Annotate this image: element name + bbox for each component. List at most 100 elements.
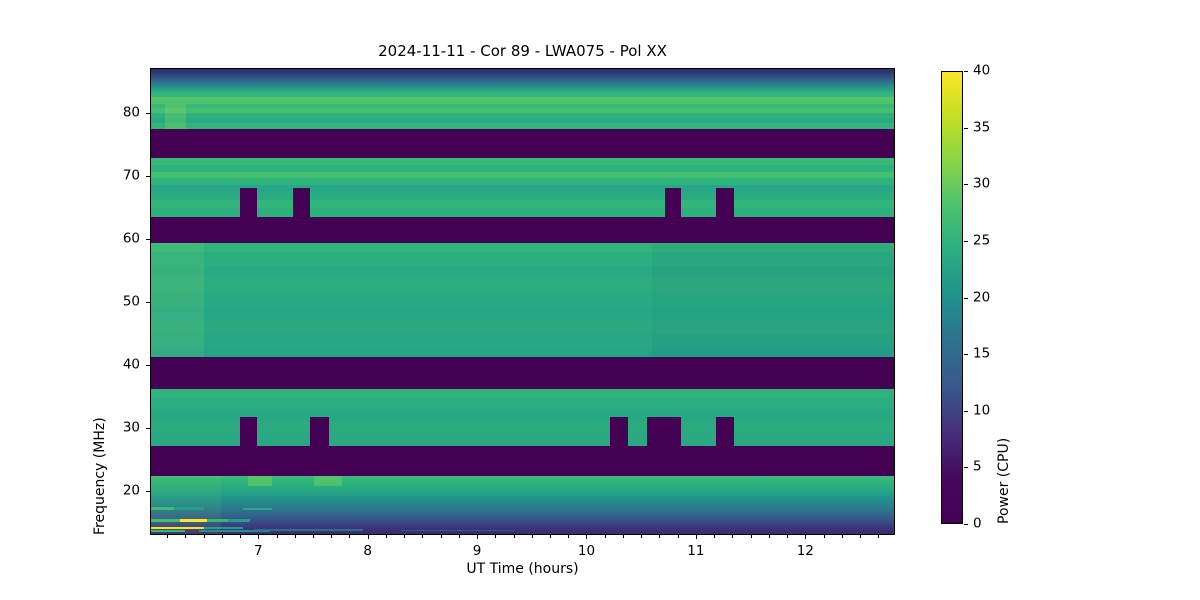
band-flagged-73-77mhz xyxy=(151,129,894,159)
x-tick-label: 9 xyxy=(472,543,482,559)
bright-patch xyxy=(313,475,342,487)
x-minor-tick xyxy=(677,535,679,538)
colorbar-tick-label: 0 xyxy=(973,515,982,532)
x-minor-tick xyxy=(622,535,624,538)
rfi-notch xyxy=(716,417,734,447)
y-tick xyxy=(146,175,150,177)
x-minor-tick xyxy=(641,535,643,538)
bright-patch xyxy=(651,242,894,358)
x-tick xyxy=(695,535,697,539)
band-flagged-22-27mhz xyxy=(151,446,894,476)
y-tick xyxy=(146,112,150,114)
x-minor-tick xyxy=(859,535,861,538)
rfi-notch xyxy=(664,188,682,218)
rfi-streak xyxy=(151,526,205,530)
x-minor-tick xyxy=(841,535,843,538)
colorbar-tick-label: 5 xyxy=(973,459,982,476)
rfi-streak xyxy=(151,518,181,522)
x-axis-label: UT Time (hours) xyxy=(466,561,579,577)
rfi-streak xyxy=(173,506,205,510)
band-bright-row-82mhz xyxy=(151,96,894,105)
rfi-notch xyxy=(310,417,329,447)
x-minor-tick xyxy=(404,535,406,538)
colorbar-axis: 0 5 10 15 20 25 30 35 40 xyxy=(964,63,1004,532)
rfi-notch xyxy=(610,417,628,447)
y-tick xyxy=(146,301,150,303)
x-minor-tick xyxy=(276,535,278,538)
colorbar-tick xyxy=(964,240,968,242)
bright-patch xyxy=(248,475,273,487)
x-minor-tick xyxy=(203,535,205,538)
y-tick-label: 30 xyxy=(122,419,140,436)
y-tick-label: 20 xyxy=(122,482,140,499)
y-tick xyxy=(146,490,150,492)
colorbar-tick-label: 10 xyxy=(973,402,991,419)
x-minor-tick xyxy=(604,535,606,538)
colorbar-tick-label: 35 xyxy=(973,119,991,136)
rfi-streak xyxy=(228,518,251,522)
rfi-notch xyxy=(647,417,682,447)
x-minor-tick xyxy=(531,535,533,538)
colorbar-tick xyxy=(964,297,968,299)
x-minor-tick xyxy=(568,535,570,538)
colorbar-tick-label: 20 xyxy=(973,289,991,306)
x-minor-tick xyxy=(495,535,497,538)
x-tick xyxy=(805,535,807,539)
rfi-streak xyxy=(199,530,270,532)
colorbar-tick xyxy=(964,127,968,129)
x-minor-tick xyxy=(714,535,716,538)
x-minor-tick xyxy=(440,535,442,538)
x-minor-tick xyxy=(732,535,734,538)
x-minor-tick xyxy=(458,535,460,538)
x-minor-tick xyxy=(550,535,552,538)
colorbar-tick xyxy=(964,71,968,72)
colorbar-tick xyxy=(964,410,968,412)
y-tick xyxy=(146,364,150,366)
x-tick-label: 7 xyxy=(254,543,263,559)
spectrogram-plot xyxy=(150,68,895,535)
y-axis: 20 30 40 50 60 70 80 xyxy=(0,68,150,535)
band-flagged-59-63mhz xyxy=(151,217,894,243)
band-flagged-36-41mhz xyxy=(151,357,894,390)
x-minor-tick xyxy=(659,535,661,538)
colorbar xyxy=(941,71,963,524)
x-tick-label: 11 xyxy=(687,543,705,559)
rfi-streak xyxy=(151,506,174,510)
rfi-notch xyxy=(240,188,257,218)
band-top-edge-gradient xyxy=(151,69,894,97)
x-axis: 7 8 9 10 11 12 xyxy=(150,535,895,569)
x-minor-tick xyxy=(313,535,314,538)
x-minor-tick xyxy=(349,535,351,538)
x-minor-tick xyxy=(385,535,387,538)
x-minor-tick xyxy=(167,535,169,538)
colorbar-tick-label: 15 xyxy=(973,345,991,362)
y-tick-label: 80 xyxy=(122,104,140,121)
x-tick-label: 8 xyxy=(363,543,372,559)
colorbar-gradient xyxy=(942,72,962,523)
colorbar-tick xyxy=(964,184,968,186)
x-minor-tick xyxy=(331,535,333,538)
colorbar-tick-label: 25 xyxy=(973,232,991,249)
x-minor-tick xyxy=(787,535,789,538)
rfi-streak xyxy=(180,518,207,522)
x-tick xyxy=(367,535,369,539)
rfi-notch xyxy=(716,188,734,218)
rfi-streak xyxy=(242,508,273,511)
x-minor-tick xyxy=(513,535,515,538)
band-bottom-gradient-13-22mhz xyxy=(151,475,894,534)
colorbar-tick xyxy=(964,524,968,525)
band-rows-27-36mhz xyxy=(151,389,894,447)
x-minor-tick xyxy=(823,535,825,538)
x-minor-tick xyxy=(878,535,880,538)
rfi-notch xyxy=(292,188,311,218)
x-tick-label: 10 xyxy=(577,543,596,559)
y-tick-label: 50 xyxy=(122,293,140,310)
x-tick-label: 12 xyxy=(796,543,814,559)
colorbar-label: Power (CPU) xyxy=(996,437,1012,524)
colorbar-tick-label: 40 xyxy=(973,62,991,79)
bright-patch xyxy=(151,242,205,358)
x-minor-tick xyxy=(768,535,770,538)
colorbar-tick xyxy=(964,354,968,356)
rfi-notch xyxy=(240,417,257,447)
x-minor-tick xyxy=(221,535,223,538)
